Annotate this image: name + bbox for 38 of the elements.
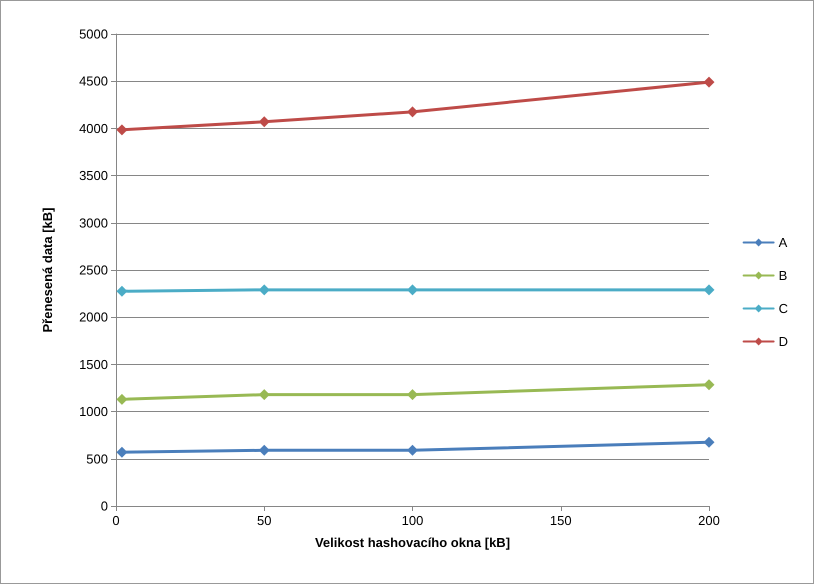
x-tick-label: 150 — [550, 513, 572, 528]
point — [116, 124, 128, 136]
point — [704, 436, 714, 448]
legend-label: A — [778, 235, 788, 250]
x-axis-title: Velikost hashovacího okna [kB] — [314, 535, 510, 550]
y-tick-label: 2500 — [79, 262, 108, 278]
y-tick-label: 500 — [86, 451, 108, 466]
y-tick-label: 1000 — [79, 404, 108, 420]
point — [116, 286, 128, 297]
point — [407, 284, 418, 296]
x-tick-label: 200 — [698, 513, 720, 528]
point — [258, 284, 270, 296]
x-tick-label: 50 — [257, 513, 272, 528]
y-tick-label: 4500 — [79, 74, 108, 89]
point — [258, 444, 270, 456]
x-tick-label: 0 — [112, 513, 120, 528]
y-axis-title: Přenesená data [kB] — [40, 208, 55, 332]
y-tick-label: 2000 — [79, 310, 108, 325]
point — [704, 284, 714, 296]
point — [258, 389, 270, 400]
point — [407, 389, 418, 400]
point — [704, 76, 714, 88]
y-tick-label: 3500 — [79, 168, 108, 184]
y-tick-label: 5000 — [79, 26, 108, 42]
legend-label: C — [778, 301, 788, 316]
y-tick-label: 4000 — [79, 120, 108, 136]
y-tick-label: 0 — [100, 498, 108, 514]
point — [704, 379, 714, 390]
point — [407, 444, 418, 456]
y-tick-label: 3000 — [79, 215, 108, 230]
legend-label: B — [778, 268, 788, 283]
point — [116, 394, 128, 405]
legend-label: D — [778, 334, 788, 349]
point — [407, 106, 418, 118]
x-tick-label: 100 — [402, 513, 424, 528]
point — [116, 446, 128, 458]
point — [258, 116, 270, 128]
y-tick-label: 1500 — [79, 356, 108, 372]
